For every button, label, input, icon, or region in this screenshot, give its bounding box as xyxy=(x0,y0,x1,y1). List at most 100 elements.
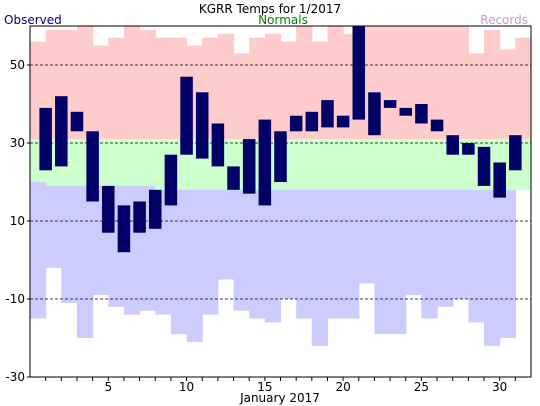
record-low-band xyxy=(61,185,78,303)
y-tick-label: 50 xyxy=(10,58,25,72)
record-high-band xyxy=(92,45,109,140)
record-low-band xyxy=(452,189,469,299)
record-low-band xyxy=(374,189,391,335)
observed-bar xyxy=(430,119,444,132)
record-high-band xyxy=(217,33,235,140)
observed-bar xyxy=(477,146,491,186)
observed-bar xyxy=(242,139,256,194)
record-high-band xyxy=(484,29,501,140)
normal-band xyxy=(108,139,125,186)
x-tick-label: 30 xyxy=(492,380,507,394)
record-high-band xyxy=(296,26,313,140)
normal-band xyxy=(311,139,329,190)
observed-bar xyxy=(195,92,209,159)
record-low-band xyxy=(405,189,423,296)
record-low-band xyxy=(186,189,203,342)
observed-bar xyxy=(336,115,350,128)
y-tick-label: -10 xyxy=(5,292,25,306)
record-high-band xyxy=(233,53,250,140)
record-low-band xyxy=(30,182,47,319)
x-tick-label: 15 xyxy=(257,380,272,394)
observed-bar xyxy=(133,201,146,233)
x-axis-label: January 2017 xyxy=(239,391,320,405)
normal-band xyxy=(139,139,156,186)
record-high-band xyxy=(280,41,297,140)
record-low-band xyxy=(76,185,94,338)
observed-bar xyxy=(164,154,178,206)
observed-bar xyxy=(462,143,475,155)
observed-bar xyxy=(102,185,115,233)
record-low-band xyxy=(217,189,235,280)
record-high-band xyxy=(390,26,407,140)
observed-bar xyxy=(509,135,522,171)
normal-band xyxy=(405,139,423,190)
observed-bar xyxy=(321,100,334,128)
record-high-band xyxy=(249,37,266,140)
record-low-band xyxy=(280,189,297,299)
normal-band xyxy=(358,139,376,190)
observed-bar xyxy=(258,119,272,206)
observed-bar xyxy=(305,111,319,132)
record-high-band xyxy=(108,37,125,140)
observed-bar xyxy=(86,131,99,202)
record-low-band xyxy=(499,189,516,338)
record-low-band xyxy=(343,189,360,319)
observed-bar xyxy=(117,205,131,253)
legend-normals: Normals xyxy=(258,13,308,27)
y-tick-label: -30 xyxy=(5,370,25,384)
record-high-band xyxy=(123,26,141,140)
record-low-band xyxy=(311,189,329,346)
observed-bar xyxy=(148,189,162,229)
record-low-band xyxy=(264,189,282,323)
record-low-band xyxy=(437,189,454,307)
normal-band xyxy=(296,139,313,190)
legend-records: Records xyxy=(480,13,528,27)
record-high-band xyxy=(515,37,532,140)
record-low-band xyxy=(468,189,485,323)
observed-bar xyxy=(70,111,84,132)
x-tick-label: 5 xyxy=(104,380,112,394)
observed-bar xyxy=(55,96,68,167)
record-high-band xyxy=(155,37,172,140)
record-low-band xyxy=(249,189,266,319)
record-low-band xyxy=(233,189,250,311)
record-low-band xyxy=(484,189,501,346)
normal-band xyxy=(421,139,438,190)
x-tick-label: 25 xyxy=(414,380,429,394)
observed-bar xyxy=(227,166,240,190)
observed-bar xyxy=(415,104,428,124)
plot-area: -30 -10 10 30 50 5 10 15 20 25 30 xyxy=(5,25,532,394)
record-low-band xyxy=(296,189,313,319)
observed-bar xyxy=(39,107,52,171)
record-low-band xyxy=(202,189,219,315)
normal-band xyxy=(390,139,407,190)
record-high-band xyxy=(468,53,485,140)
observed-bar xyxy=(446,135,459,155)
record-high-band xyxy=(452,26,469,140)
legend-observed: Observed xyxy=(4,13,62,27)
record-high-band xyxy=(499,49,516,140)
record-low-band xyxy=(170,189,188,335)
normal-band xyxy=(123,139,141,186)
observed-bar xyxy=(211,123,225,167)
record-high-band xyxy=(437,26,454,140)
record-low-band xyxy=(390,189,407,335)
record-low-band xyxy=(421,189,438,319)
observed-bar xyxy=(180,76,193,155)
y-tick-label: 30 xyxy=(10,136,25,150)
record-low-band xyxy=(358,189,376,284)
x-tick-label: 10 xyxy=(179,380,194,394)
x-tick-label: 20 xyxy=(335,380,350,394)
observed-bar xyxy=(274,131,287,182)
observed-bar xyxy=(383,100,397,108)
record-low-band xyxy=(327,189,344,319)
observed-bar xyxy=(289,115,303,132)
record-high-band xyxy=(76,26,94,140)
chart-title: KGRR Temps for 1/2017 xyxy=(199,2,341,16)
normal-band xyxy=(374,139,391,190)
record-high-band xyxy=(264,33,282,140)
record-high-band xyxy=(139,29,156,140)
observed-bar xyxy=(493,162,506,198)
record-low-band xyxy=(45,185,62,268)
